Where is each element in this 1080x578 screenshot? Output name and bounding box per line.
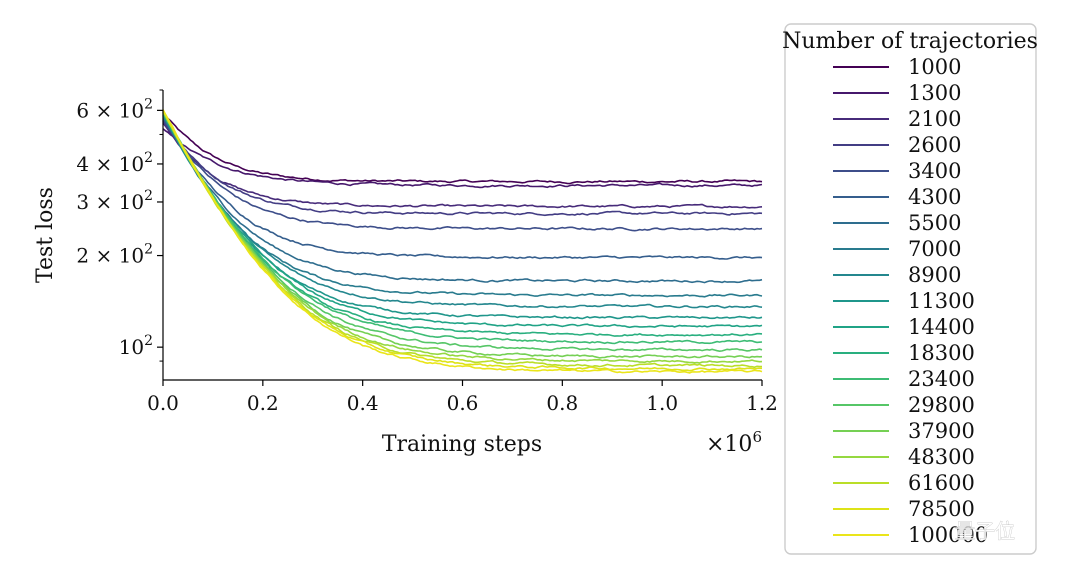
legend-item-2600: 2600 xyxy=(833,133,961,157)
watermark-text: 量子位 xyxy=(955,519,1015,543)
legend-title: Number of trajectories xyxy=(782,29,1038,54)
legend-item-48300: 48300 xyxy=(833,445,975,469)
x-tick-label: 0.0 xyxy=(147,391,179,415)
y-tick-label: 2 × 102 xyxy=(76,242,153,268)
legend-label: 14400 xyxy=(908,315,975,339)
legend-item-78500: 78500 xyxy=(833,497,975,521)
legend-label: 1300 xyxy=(908,81,961,105)
legend-label: 3400 xyxy=(908,159,961,183)
x-tick-label: 1.0 xyxy=(646,391,678,415)
legend-item-11300: 11300 xyxy=(833,289,975,313)
legend-item-4300: 4300 xyxy=(833,185,961,209)
legend-item-5500: 5500 xyxy=(833,211,961,235)
series-line-7000 xyxy=(162,115,763,298)
legend-label: 1000 xyxy=(908,55,961,79)
series-line-3400 xyxy=(162,119,763,232)
legend-label: 8900 xyxy=(908,263,961,287)
x-tick-label: 0.6 xyxy=(447,391,479,415)
x-axis-title: Training steps xyxy=(382,432,542,457)
legend-item-100000: 100000 xyxy=(833,523,988,547)
series-line-2100 xyxy=(162,122,763,209)
legend-item-7000: 7000 xyxy=(833,237,961,261)
series-line-1000 xyxy=(162,111,763,185)
legend-label: 2600 xyxy=(908,133,961,157)
legend-item-3400: 3400 xyxy=(833,159,961,183)
series-line-61600 xyxy=(162,109,762,369)
y-tick-label: 4 × 102 xyxy=(76,150,153,176)
legend-item-61600: 61600 xyxy=(833,471,975,495)
legend-label: 100000 xyxy=(908,523,988,547)
legend-frame xyxy=(784,23,1037,555)
legend-label: 5500 xyxy=(908,211,961,235)
x-tick-label: 0.2 xyxy=(247,391,279,415)
legend-label: 2100 xyxy=(908,107,961,131)
legend-label: 78500 xyxy=(908,497,975,521)
series-line-1300 xyxy=(162,128,763,189)
series-lines xyxy=(162,109,763,374)
series-line-37900 xyxy=(162,111,763,359)
series-line-23400 xyxy=(162,111,763,345)
legend-item-8900: 8900 xyxy=(833,263,961,287)
x-tick-label: 0.4 xyxy=(347,391,379,415)
y-tick-label: 102 xyxy=(119,333,153,359)
x-tick-label: 1.2 xyxy=(746,391,778,415)
legend-label: 4300 xyxy=(908,185,961,209)
legend-item-1300: 1300 xyxy=(833,81,961,105)
x-axis-offset-label: ×106 xyxy=(706,428,762,457)
legend-label: 7000 xyxy=(908,237,961,261)
series-line-29800 xyxy=(162,111,763,353)
legend-item-2100: 2100 xyxy=(833,107,961,131)
legend-label: 37900 xyxy=(908,419,975,443)
x-tick-label: 0.8 xyxy=(546,391,578,415)
legend-label: 48300 xyxy=(908,445,975,469)
legend-item-29800: 29800 xyxy=(833,393,975,417)
y-axis-title: Test loss xyxy=(33,187,58,283)
series-line-8900 xyxy=(162,115,763,309)
series-line-11300 xyxy=(162,114,763,320)
legend-items: 1000130021002600340043005500700089001130… xyxy=(833,55,988,547)
legend-item-14400: 14400 xyxy=(833,315,975,339)
legend-label: 11300 xyxy=(908,289,975,313)
series-line-4300 xyxy=(162,117,763,260)
y-tick-label: 6 × 102 xyxy=(76,96,153,122)
axes xyxy=(162,90,762,381)
legend-label: 23400 xyxy=(908,367,975,391)
legend-item-18300: 18300 xyxy=(833,341,975,365)
series-line-48300 xyxy=(162,110,763,364)
series-line-100000 xyxy=(162,109,763,374)
legend-item-23400: 23400 xyxy=(833,367,975,391)
y-tick-label: 3 × 102 xyxy=(76,188,153,214)
legend-item-1000: 1000 xyxy=(833,55,961,79)
series-line-78500 xyxy=(162,110,763,372)
series-line-5500 xyxy=(162,116,763,284)
legend: Number of trajectories 10001300210026003… xyxy=(782,23,1038,555)
y-ticks: 6 × 102 4 × 102 3 × 102 2 × 102 102 xyxy=(76,89,163,362)
series-line-18300 xyxy=(162,113,763,337)
legend-label: 29800 xyxy=(908,393,975,417)
series-line-2600 xyxy=(162,120,763,217)
legend-item-37900: 37900 xyxy=(833,419,975,443)
legend-label: 18300 xyxy=(908,341,975,365)
series-line-14400 xyxy=(162,112,763,329)
x-ticks: 0.0 0.2 0.4 0.6 0.8 1.0 1.2 xyxy=(147,380,778,415)
legend-label: 61600 xyxy=(908,471,975,495)
